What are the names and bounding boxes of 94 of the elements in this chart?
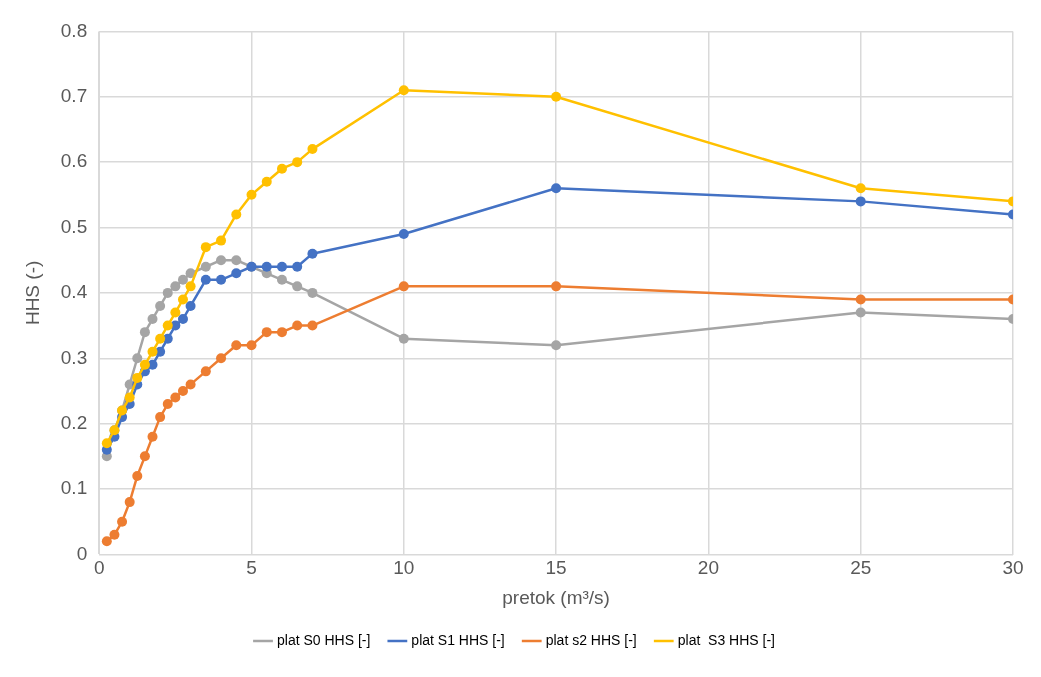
point bbox=[276, 327, 287, 338]
point bbox=[398, 229, 409, 240]
legend-label: plat s2 HHS [-] bbox=[545, 631, 637, 648]
point bbox=[139, 359, 150, 370]
point bbox=[231, 209, 242, 220]
point bbox=[398, 333, 409, 344]
point bbox=[162, 287, 173, 298]
point bbox=[551, 183, 562, 194]
x-tick-label: 25 bbox=[850, 557, 872, 579]
x-axis-title: pretok (m³/s) bbox=[502, 586, 610, 608]
point bbox=[855, 196, 866, 207]
point bbox=[261, 327, 272, 338]
y-tick-label: 0.7 bbox=[60, 85, 88, 107]
point bbox=[551, 340, 562, 351]
point bbox=[124, 497, 135, 508]
point bbox=[216, 255, 227, 266]
point bbox=[132, 353, 143, 364]
point bbox=[185, 379, 196, 390]
point bbox=[261, 176, 272, 187]
y-tick-label: 0.1 bbox=[60, 477, 88, 499]
x-tick-label: 5 bbox=[246, 557, 257, 579]
legend-label: plat S0 HHS [-] bbox=[276, 631, 371, 648]
point bbox=[307, 320, 318, 331]
y-tick-label: 0.5 bbox=[60, 215, 88, 237]
point bbox=[101, 438, 112, 449]
point bbox=[855, 307, 866, 318]
point bbox=[276, 163, 287, 174]
point bbox=[246, 340, 257, 351]
point bbox=[185, 300, 196, 311]
point bbox=[162, 399, 173, 410]
point bbox=[307, 144, 318, 155]
legend-label: plat S1 HHS [-] bbox=[411, 631, 505, 648]
point bbox=[155, 333, 166, 344]
point bbox=[185, 281, 196, 292]
point bbox=[292, 320, 303, 331]
x-tick-label: 10 bbox=[393, 557, 415, 579]
y-tick-label: 0.8 bbox=[60, 19, 88, 41]
x-tick-label: 0 bbox=[93, 557, 105, 579]
y-tick-label: 0.6 bbox=[60, 150, 88, 172]
point bbox=[162, 320, 173, 331]
y-tick-label: 0 bbox=[76, 542, 88, 564]
point bbox=[200, 274, 211, 285]
legend-label: plat S3 HHS [-] bbox=[677, 631, 776, 648]
point bbox=[216, 235, 227, 246]
point bbox=[177, 314, 188, 325]
point bbox=[231, 255, 242, 266]
point bbox=[117, 516, 128, 527]
y-tick-label: 0.3 bbox=[60, 346, 88, 368]
point bbox=[551, 91, 562, 102]
y-tick-label: 0.4 bbox=[60, 281, 88, 303]
point bbox=[177, 274, 188, 285]
point bbox=[307, 248, 318, 259]
point bbox=[200, 366, 211, 377]
y-tick-label: 0.2 bbox=[60, 411, 88, 433]
point bbox=[177, 385, 188, 396]
point bbox=[551, 281, 562, 292]
point bbox=[155, 412, 166, 423]
point bbox=[276, 261, 287, 272]
point bbox=[155, 300, 166, 311]
point bbox=[231, 340, 242, 351]
point bbox=[170, 307, 181, 318]
point bbox=[855, 294, 866, 305]
point bbox=[292, 261, 303, 272]
point bbox=[147, 314, 158, 325]
point bbox=[109, 529, 120, 540]
point bbox=[398, 85, 409, 96]
point bbox=[292, 281, 303, 292]
point bbox=[170, 392, 181, 403]
point bbox=[261, 261, 272, 272]
point bbox=[139, 451, 150, 462]
point bbox=[132, 470, 143, 481]
point bbox=[101, 536, 112, 547]
point bbox=[177, 294, 188, 305]
point bbox=[292, 157, 303, 168]
x-tick-label: 15 bbox=[545, 557, 567, 579]
point bbox=[170, 281, 181, 292]
point bbox=[216, 274, 227, 285]
y-axis-title: HHS (-) bbox=[21, 260, 43, 326]
point bbox=[200, 261, 211, 272]
x-tick-label: 20 bbox=[697, 557, 719, 579]
point bbox=[398, 281, 409, 292]
point bbox=[147, 431, 158, 442]
point bbox=[200, 242, 211, 253]
point bbox=[855, 183, 866, 194]
point bbox=[216, 353, 227, 364]
point bbox=[147, 346, 158, 357]
point bbox=[124, 392, 135, 403]
point bbox=[307, 287, 318, 298]
point bbox=[231, 268, 242, 279]
point bbox=[132, 372, 143, 383]
point bbox=[246, 189, 257, 200]
x-tick-label: 30 bbox=[1002, 557, 1024, 579]
point bbox=[276, 274, 287, 285]
point bbox=[139, 327, 150, 338]
